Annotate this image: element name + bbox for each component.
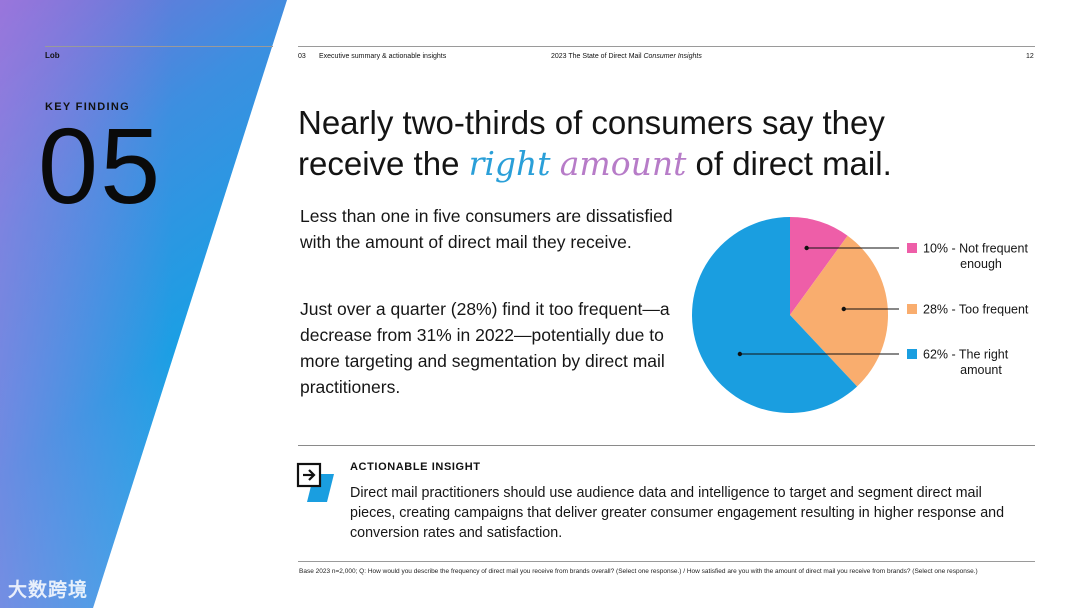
- footer-rule: [298, 561, 1035, 562]
- section-number: 03: [298, 53, 306, 60]
- headline-accent-amount: amount: [559, 144, 687, 183]
- insight-body: Direct mail practitioners should use aud…: [350, 485, 1005, 541]
- body-paragraph: Less than one in five consumers are diss…: [300, 206, 673, 252]
- brand-logo: Lob: [45, 51, 60, 60]
- watermark: 大数跨境: [8, 580, 89, 601]
- section-title: Executive summary & actionable insights: [319, 53, 447, 60]
- headline-accent-right: right: [468, 144, 551, 183]
- leader-dot: [804, 245, 809, 251]
- arrow-box-icon: [296, 462, 334, 502]
- pie-slice: [790, 217, 848, 315]
- headline-line-2-after: of direct mail.: [686, 145, 892, 182]
- footnote: Base 2023 n=2,000; Q: How would you desc…: [299, 568, 978, 575]
- insight-heading: ACTIONABLE INSIGHT: [350, 461, 481, 473]
- legend-label: 62% - The right amount: [923, 348, 1009, 378]
- headline-line-1: Nearly two-thirds of consumers say they: [298, 104, 885, 141]
- pie-slice: [692, 217, 858, 413]
- header-rule-left: [45, 46, 273, 47]
- key-finding-label: KEY FINDING: [45, 101, 130, 113]
- header-rule-right: [298, 46, 1035, 47]
- legend-label: 28% - Too frequent: [923, 303, 1029, 317]
- headline-line-2: receive the right amount of direct mail.: [298, 143, 1018, 184]
- legend-swatch: [907, 243, 917, 253]
- body-paragraph: Just over a quarter (28%) find it too fr…: [300, 299, 670, 397]
- report-title: 2023 The State of Direct Mail Consumer I…: [551, 53, 702, 60]
- legend-swatch: [907, 304, 917, 314]
- page-number: 12: [1026, 53, 1034, 60]
- report-title-main: 2023 The State of Direct Mail: [551, 53, 642, 60]
- finding-number: 05: [38, 105, 163, 226]
- pie-slice: [790, 235, 888, 387]
- pie-chart: 10% - Not frequent enough 28% - Too freque…: [692, 217, 1029, 413]
- report-title-italic: Consumer Insights: [643, 53, 702, 60]
- leader-dot: [737, 351, 743, 357]
- headline: Nearly two-thirds of consumers say they …: [298, 102, 1018, 184]
- headline-line-2-before: receive the: [298, 145, 469, 182]
- insight-divider: [298, 445, 1035, 446]
- legend-swatch: [907, 349, 917, 359]
- legend-label: 10% - Not frequent enough: [923, 242, 1028, 272]
